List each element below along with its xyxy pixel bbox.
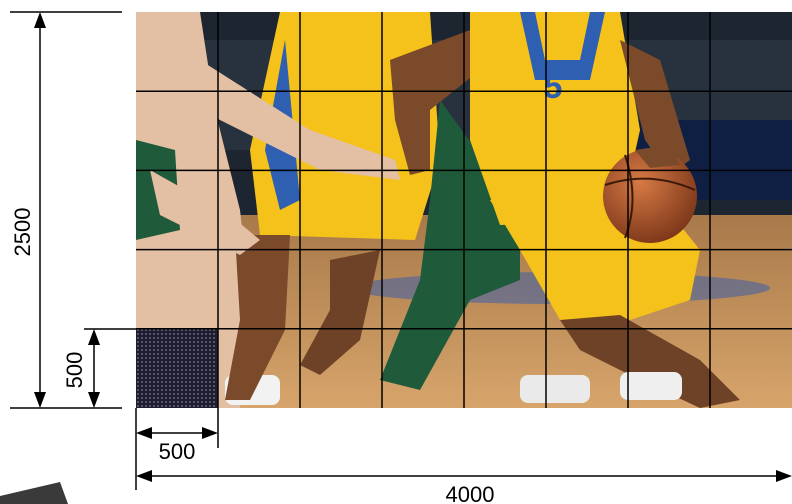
total-height-arrow-bottom: [34, 392, 46, 408]
jersey-number: 5: [544, 68, 563, 106]
right-player-hand: [635, 145, 680, 168]
led-module-sample: [136, 328, 218, 408]
right-player-leg: [560, 315, 740, 408]
total-width-arrow-left: [136, 470, 152, 482]
right-player-shoe: [620, 372, 682, 400]
right-player-arm: [390, 30, 480, 175]
total-height-arrow-top: [34, 12, 46, 28]
module-height-arrow-bottom: [88, 392, 100, 408]
right-player-jersey-trim: [520, 12, 605, 80]
green-player-leg-skin: [300, 250, 380, 375]
module-width-arrow-left: [136, 427, 152, 439]
total-width-arrow-right: [776, 470, 792, 482]
module-height-label: 500: [62, 352, 87, 389]
module-width-label: 500: [159, 439, 196, 464]
basketball-players-photo: 5: [136, 12, 792, 408]
total-height-dimension: [10, 11, 122, 409]
panel-grid: [136, 12, 792, 408]
module-width-arrow-right: [202, 427, 218, 439]
right-player-jersey: [470, 12, 640, 225]
module-height-arrow-top: [88, 329, 100, 345]
corner-decoration: [0, 482, 68, 504]
total-width-label: 4000: [446, 482, 495, 504]
middle-player-leg: [225, 235, 290, 400]
green-player-shoe: [520, 375, 590, 403]
basketball-seam: [604, 177, 696, 191]
total-height-label: 2500: [10, 208, 35, 257]
basketball: [603, 149, 697, 243]
left-player-arm: [200, 60, 400, 180]
left-player-arm-lower: [150, 170, 260, 255]
module-width-dimension: [135, 408, 219, 490]
module-height-dimension: [84, 328, 136, 396]
right-player-arm-right: [620, 40, 690, 175]
